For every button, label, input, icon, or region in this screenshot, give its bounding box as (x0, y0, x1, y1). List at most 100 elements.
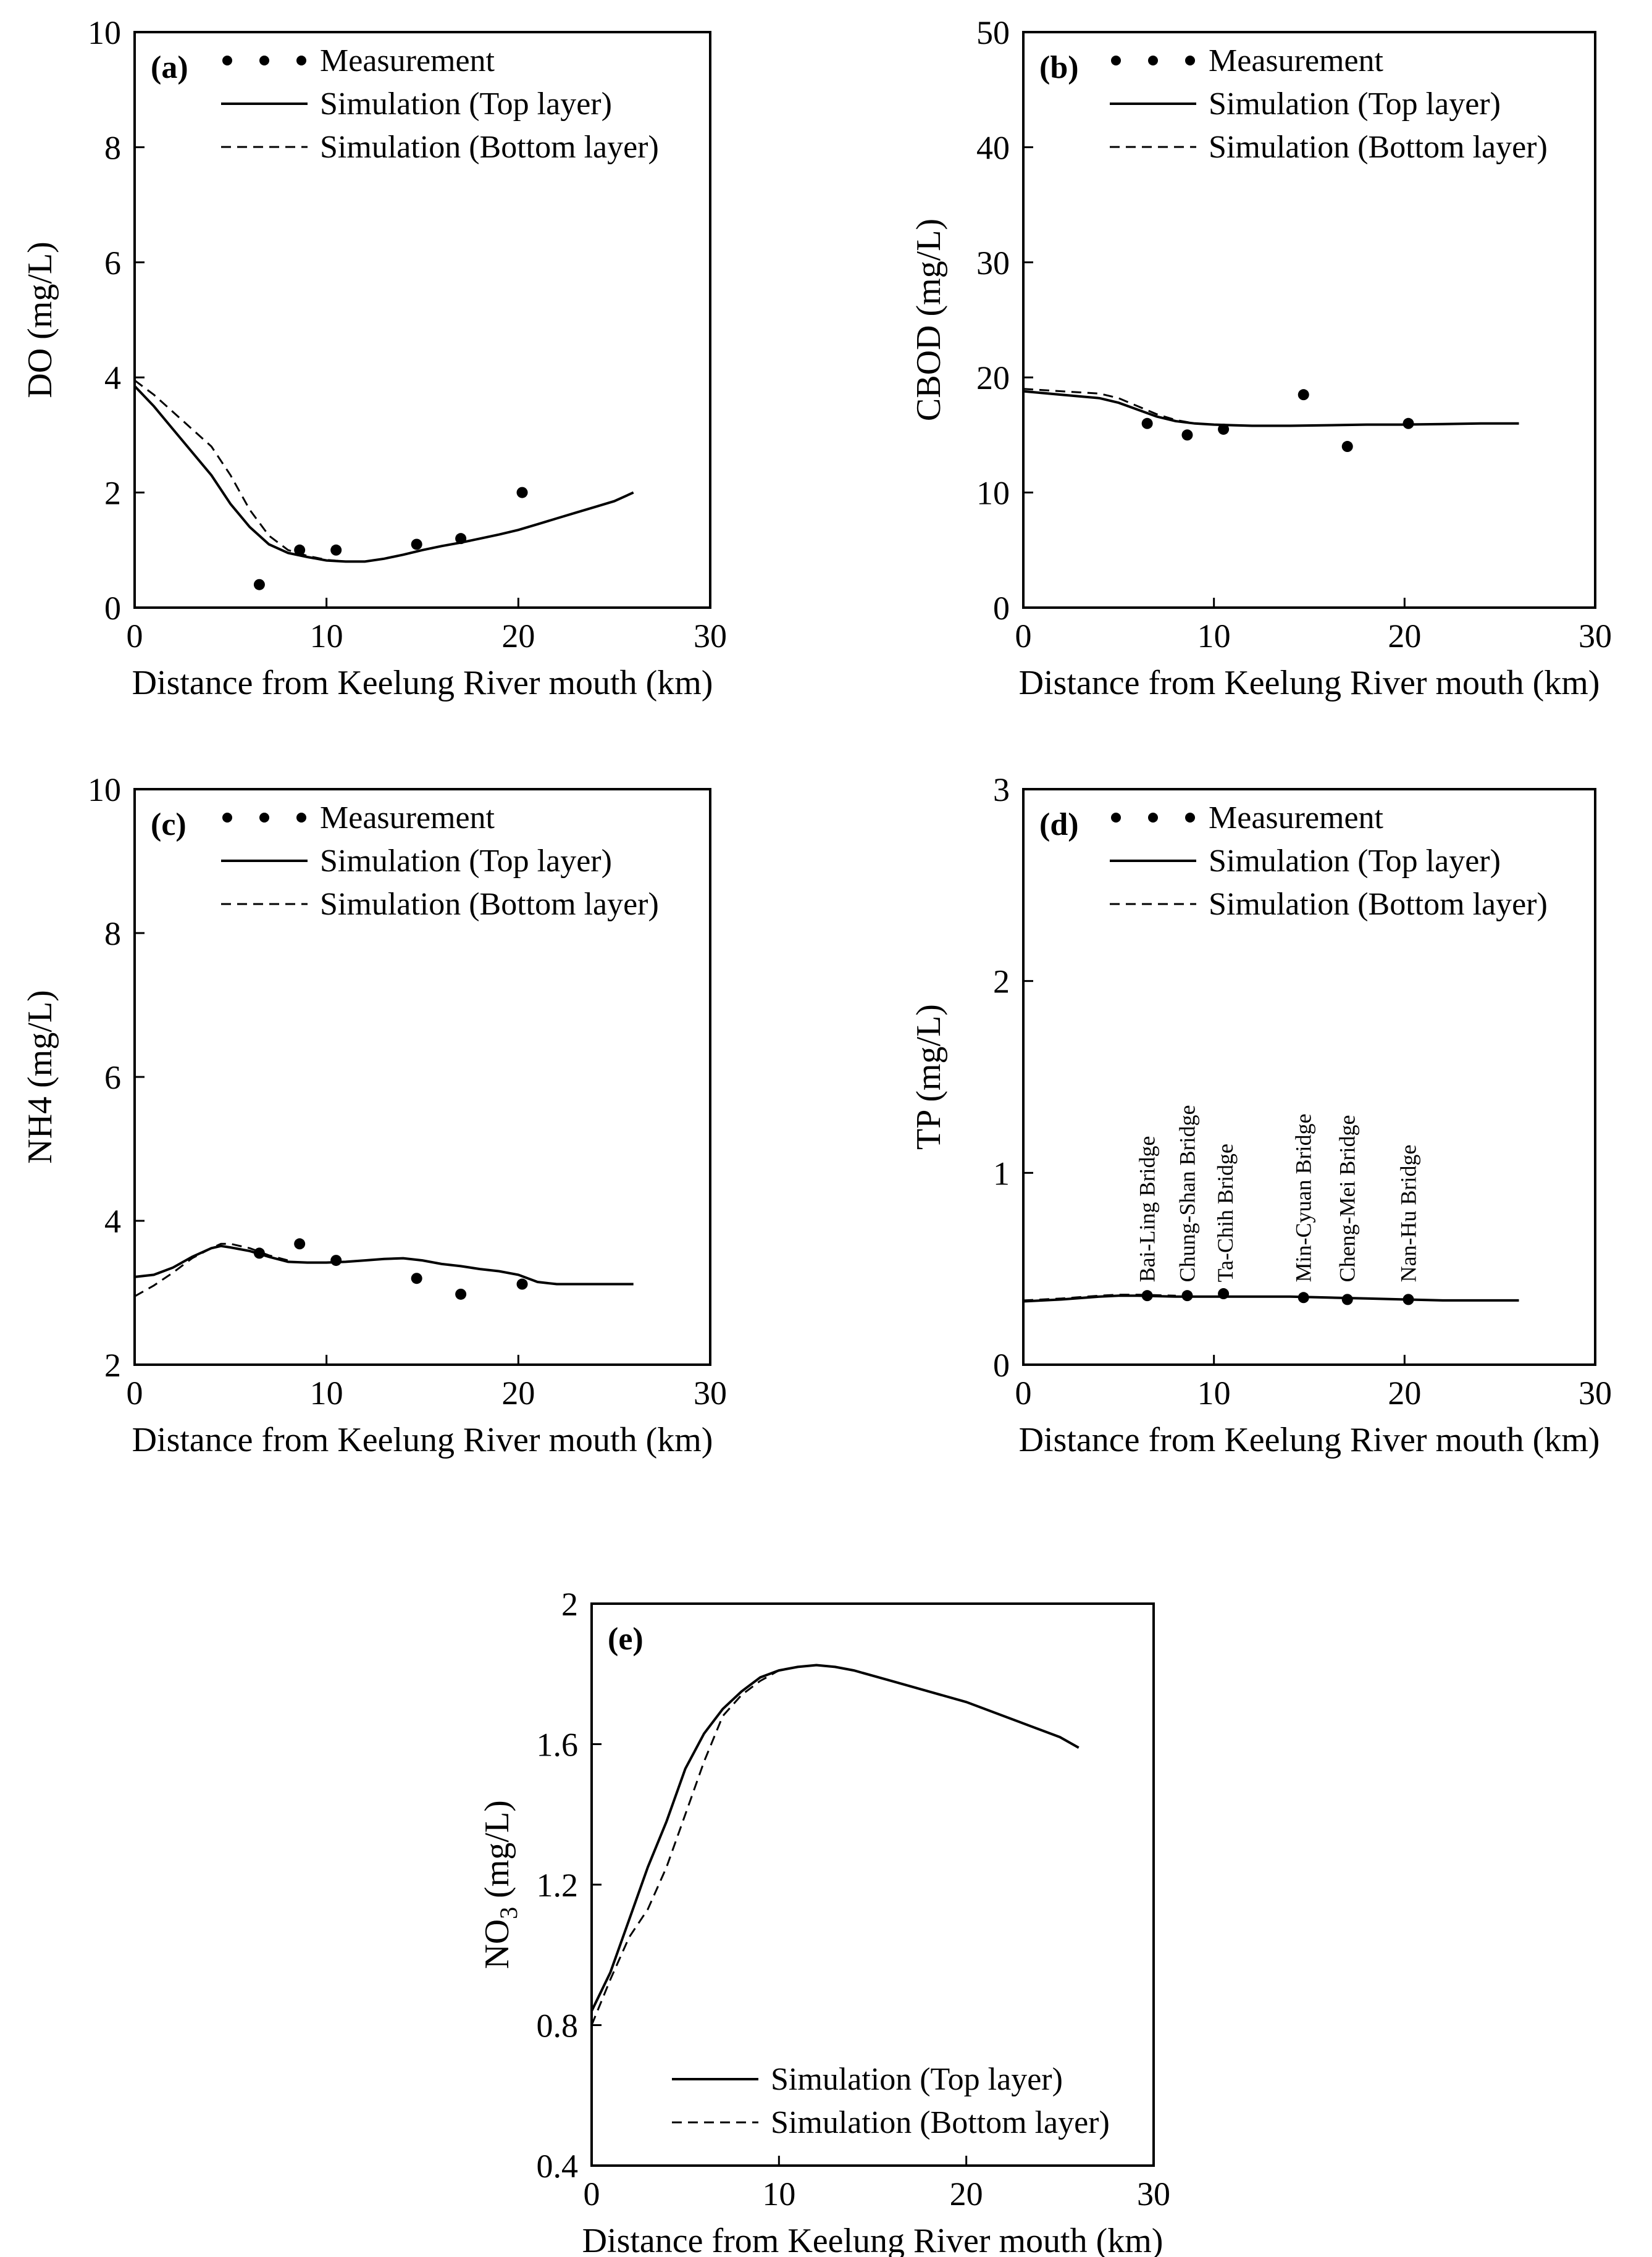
measurement-point (516, 487, 528, 498)
y-tick-label: 2 (104, 1347, 121, 1384)
measurement-point (330, 1255, 342, 1267)
panel-tag: (a) (151, 50, 188, 85)
legend-swatch-point (1185, 56, 1195, 65)
legend-label: Measurement (320, 43, 495, 78)
measurement-point (411, 538, 422, 550)
y-tick-label: 0.8 (537, 2008, 579, 2045)
y-axis-title: NH4 (mg/L) (21, 990, 59, 1164)
top-layer-line (1023, 390, 1519, 427)
legend-label: Simulation (Top layer) (771, 2062, 1063, 2097)
measurement-point (516, 1278, 528, 1290)
legend-swatch-point (222, 56, 232, 65)
legend-label: Simulation (Bottom layer) (320, 887, 659, 922)
legend-label: Measurement (1209, 43, 1384, 78)
y-tick-label: 2 (993, 963, 1010, 1000)
x-axis-title: Distance from Keelung River mouth (km) (1019, 664, 1600, 702)
x-axis-title: Distance from Keelung River mouth (km) (132, 1421, 713, 1459)
bottom-layer-line (1023, 1294, 1176, 1302)
bridge-label: Ta-Chih Bridge (1213, 1144, 1238, 1282)
x-tick-label: 20 (950, 2175, 983, 2213)
chart-panel-a: 0 10 20 30 0 2 4 6 8 10 Distance from Keelung Rive… (21, 14, 727, 702)
x-tick-label: 10 (310, 1375, 343, 1412)
x-tick-label: 0 (127, 1375, 143, 1412)
chart-panel-d: 0 10 20 30 0 1 2 3 Distance from Keelung River m… (910, 771, 1612, 1459)
measurement-point (1141, 417, 1153, 429)
y-tick-label: 20 (976, 359, 1010, 396)
x-tick-label: 30 (694, 1375, 727, 1412)
bridge-label: Bai-Ling Bridge (1135, 1136, 1160, 1282)
legend-label: Simulation (Top layer) (320, 86, 612, 122)
x-tick-label: 10 (762, 2175, 795, 2213)
x-tick-label: 0 (584, 2175, 600, 2213)
x-tick-label: 10 (1197, 618, 1231, 655)
legend-label: Simulation (Bottom layer) (320, 130, 659, 165)
y-tick-label: 6 (104, 245, 121, 282)
x-tick-label: 10 (310, 618, 343, 655)
y-axis-title-units: (mg/L) (478, 1800, 516, 1907)
x-tick-label: 30 (1579, 1375, 1612, 1412)
panel-tag: (e) (608, 1622, 644, 1657)
y-tick-label: 40 (976, 129, 1010, 166)
y-tick-label: 0.4 (537, 2148, 579, 2185)
measurement-point (1298, 389, 1309, 401)
x-tick-label: 20 (501, 1375, 535, 1412)
y-tick-label: 8 (104, 129, 121, 166)
chart-panel-c: 0 10 20 30 2 4 6 8 10 Distance from Keelung River… (21, 771, 727, 1459)
y-tick-label: 2 (104, 475, 121, 512)
panel-tag: (c) (151, 807, 187, 842)
bridge-label: Chung-Shan Bridge (1175, 1105, 1199, 1282)
y-tick-label: 50 (976, 14, 1010, 51)
y-axis-title: NO3 (mg/L) (478, 1800, 522, 1969)
chart-panel-b: 0 10 20 30 0 10 20 30 40 50 Distance from Keelung … (910, 14, 1612, 702)
measurement-point (455, 1288, 467, 1300)
legend-label: Simulation (Bottom layer) (1209, 130, 1548, 165)
x-tick-label: 20 (501, 618, 535, 655)
bottom-layer-line (134, 379, 519, 563)
y-tick-label: 0 (104, 590, 121, 627)
y-tick-label: 4 (104, 359, 121, 396)
plot-frame (133, 31, 711, 609)
legend-swatch-point (222, 813, 232, 823)
y-axis-title-main: CBOD (mg/L) (910, 219, 948, 421)
x-tick-label: 0 (127, 618, 143, 655)
bridge-label: Cheng-Mei Bridge (1335, 1115, 1360, 1282)
y-tick-label: 10 (88, 771, 121, 808)
bottom-layer-line (134, 1242, 288, 1297)
y-axis-title: DO (mg/L) (21, 241, 59, 398)
measurement-point (1218, 424, 1230, 435)
legend-swatch-point (1148, 813, 1158, 823)
top-layer-line (590, 1664, 1080, 2012)
panel-tag: (d) (1039, 807, 1079, 842)
x-tick-label: 0 (1015, 618, 1032, 655)
legend-label: Measurement (320, 800, 495, 835)
y-tick-label: 0 (993, 590, 1010, 627)
bottom-layer-line (1023, 388, 1252, 427)
y-tick-label: 1.2 (537, 1867, 579, 1904)
legend-swatch-point (1185, 813, 1195, 823)
plot-frame (1022, 31, 1596, 609)
y-axis-title-main: DO (mg/L) (21, 241, 59, 398)
x-axis-title: Distance from Keelung River mouth (km) (1019, 1421, 1600, 1459)
legend-label: Simulation (Bottom layer) (1209, 887, 1548, 922)
y-tick-label: 2 (561, 1586, 578, 1623)
legend-swatch-point (296, 813, 306, 823)
y-axis-title-main: NH4 (mg/L) (21, 990, 59, 1164)
measurement-point (253, 579, 265, 590)
y-tick-label: 3 (993, 771, 1010, 808)
y-tick-label: 4 (104, 1203, 121, 1240)
measurement-point (1341, 1294, 1353, 1305)
y-tick-label: 10 (88, 14, 121, 51)
legend-label: Simulation (Bottom layer) (771, 2105, 1110, 2140)
y-axis-title-main: NO (478, 1919, 516, 1969)
legend-label: Simulation (Top layer) (1209, 86, 1501, 122)
panel-tag: (b) (1039, 50, 1079, 85)
y-tick-label: 1.6 (537, 1727, 579, 1764)
plot-frame (1022, 788, 1596, 1366)
top-layer-line (133, 385, 634, 563)
measurement-point (1181, 429, 1193, 441)
y-tick-label: 10 (976, 475, 1010, 512)
x-axis-title: Distance from Keelung River mouth (km) (132, 664, 713, 702)
y-axis-title-subscript: 3 (495, 1907, 522, 1919)
y-tick-label: 0 (993, 1347, 1010, 1384)
